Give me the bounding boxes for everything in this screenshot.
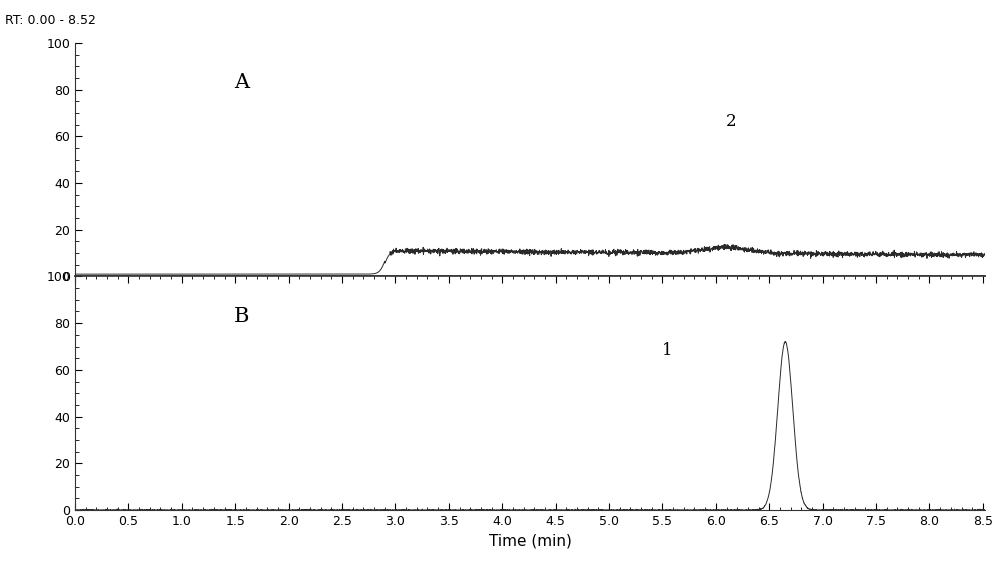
Text: A: A xyxy=(234,73,249,92)
Text: RT: 0.00 - 8.52: RT: 0.00 - 8.52 xyxy=(5,14,96,28)
Text: 2: 2 xyxy=(726,113,736,130)
X-axis label: Time (min): Time (min) xyxy=(489,533,571,548)
Text: 1: 1 xyxy=(662,342,673,359)
Text: B: B xyxy=(234,307,250,326)
